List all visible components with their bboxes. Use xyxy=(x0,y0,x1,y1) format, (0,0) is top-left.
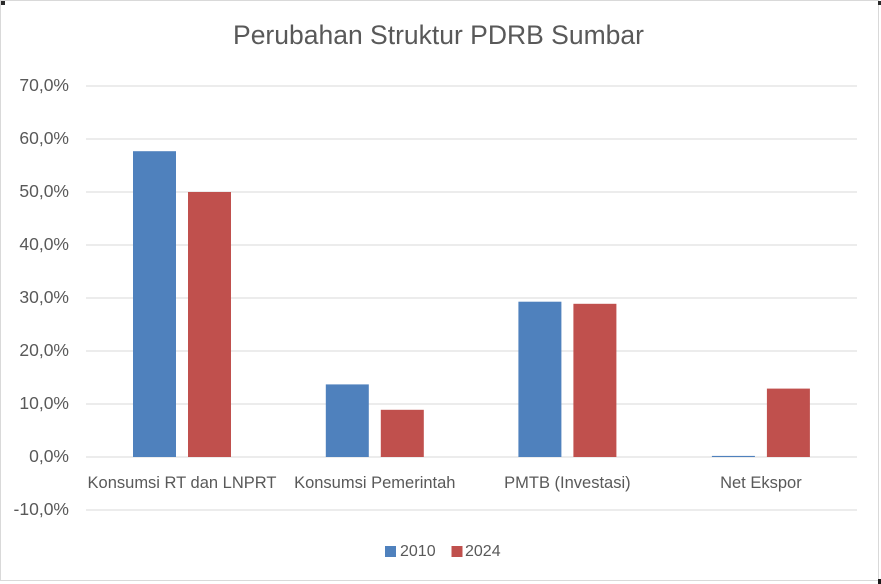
svg-text:Konsumsi Pemerintah: Konsumsi Pemerintah xyxy=(294,474,455,492)
svg-text:40,0%: 40,0% xyxy=(19,234,69,254)
svg-text:30,0%: 30,0% xyxy=(19,287,69,307)
svg-text:PMTB (Investasi): PMTB (Investasi) xyxy=(504,474,631,492)
svg-text:-10,0%: -10,0% xyxy=(14,499,69,519)
svg-text:2024: 2024 xyxy=(465,543,501,560)
svg-text:0,0%: 0,0% xyxy=(29,446,69,466)
svg-text:60,0%: 60,0% xyxy=(19,128,69,148)
svg-text:Konsumsi RT dan LNPRT: Konsumsi RT dan LNPRT xyxy=(88,474,277,492)
svg-text:10,0%: 10,0% xyxy=(19,393,69,413)
svg-text:70,0%: 70,0% xyxy=(19,75,69,95)
svg-text:20,0%: 20,0% xyxy=(19,340,69,360)
svg-text:50,0%: 50,0% xyxy=(19,181,69,201)
svg-text:2010: 2010 xyxy=(400,543,436,560)
svg-text:Net Ekspor: Net Ekspor xyxy=(720,474,802,492)
